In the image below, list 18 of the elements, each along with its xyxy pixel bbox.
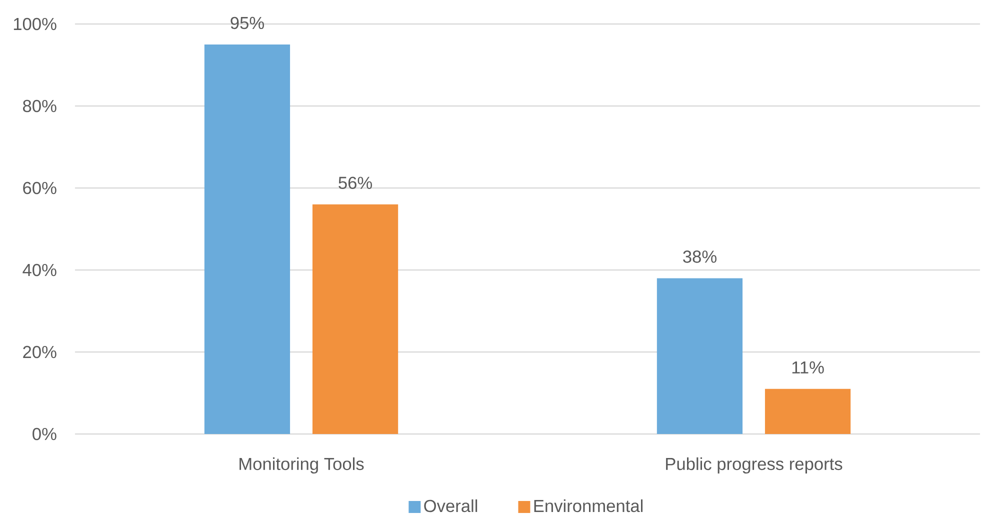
data-label: 11% [792,361,824,374]
y-tick-label: 60% [23,182,56,194]
data-label: 56% [338,176,372,190]
bar [312,204,398,434]
y-tick-label: 0% [32,428,56,440]
data-label: 38% [683,250,716,263]
legend-label: Overall [424,499,478,512]
data-label: 95% [230,16,264,30]
bar [656,278,743,434]
bar [204,44,290,434]
y-tick-label: 100% [14,18,56,30]
bar [764,388,851,434]
y-tick-label: 80% [23,100,56,112]
y-tick-label: 40% [22,264,56,276]
x-tick-label: Public progress reports [666,457,842,474]
x-tick-label: Monitoring Tools [240,457,364,474]
y-tick-label: 20% [23,346,56,358]
legend-label: Environmental [534,499,643,512]
